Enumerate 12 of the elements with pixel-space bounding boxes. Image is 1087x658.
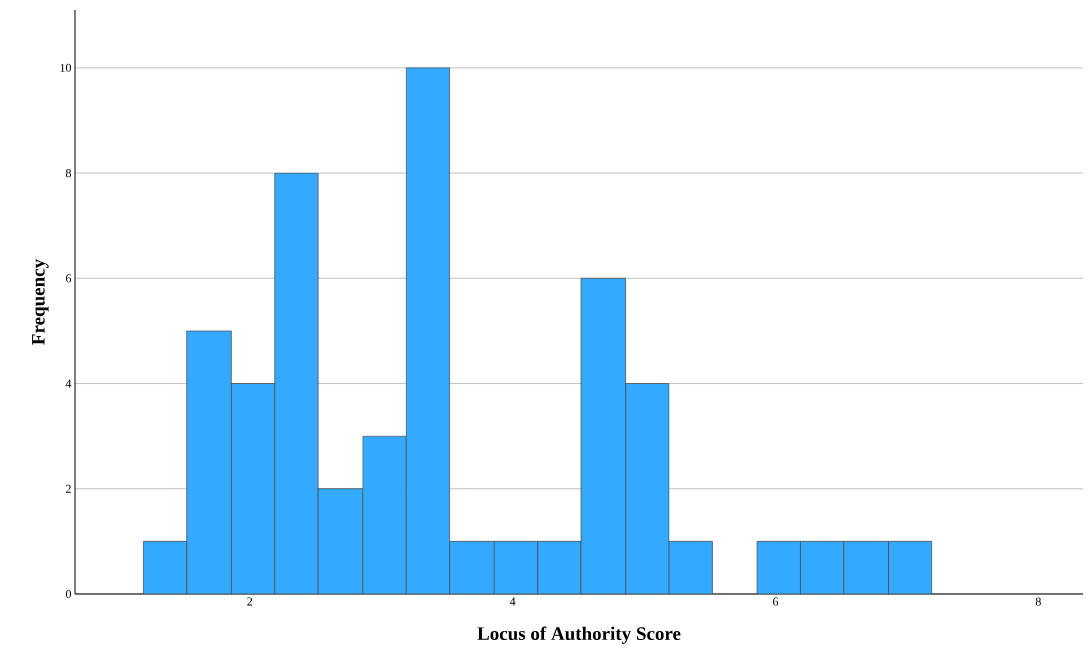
y-tick-label: 0 (65, 589, 72, 599)
y-tick-label: 6 (65, 274, 72, 283)
x-tick-label: 6 (773, 597, 779, 606)
y-axis-title: Frequency (32, 259, 49, 345)
y-tick-label: 2 (66, 484, 71, 493)
x-tick-label: 4 (509, 597, 516, 606)
x-tick-label: 2 (247, 597, 253, 606)
x-tick-label: 8 (1035, 597, 1041, 606)
y-tick-label: 4 (65, 379, 72, 388)
x-axis-title: Locus of Authority Score (477, 626, 681, 644)
y-tick-label: 8 (65, 169, 72, 178)
y-tick-label: 10 (60, 63, 72, 72)
